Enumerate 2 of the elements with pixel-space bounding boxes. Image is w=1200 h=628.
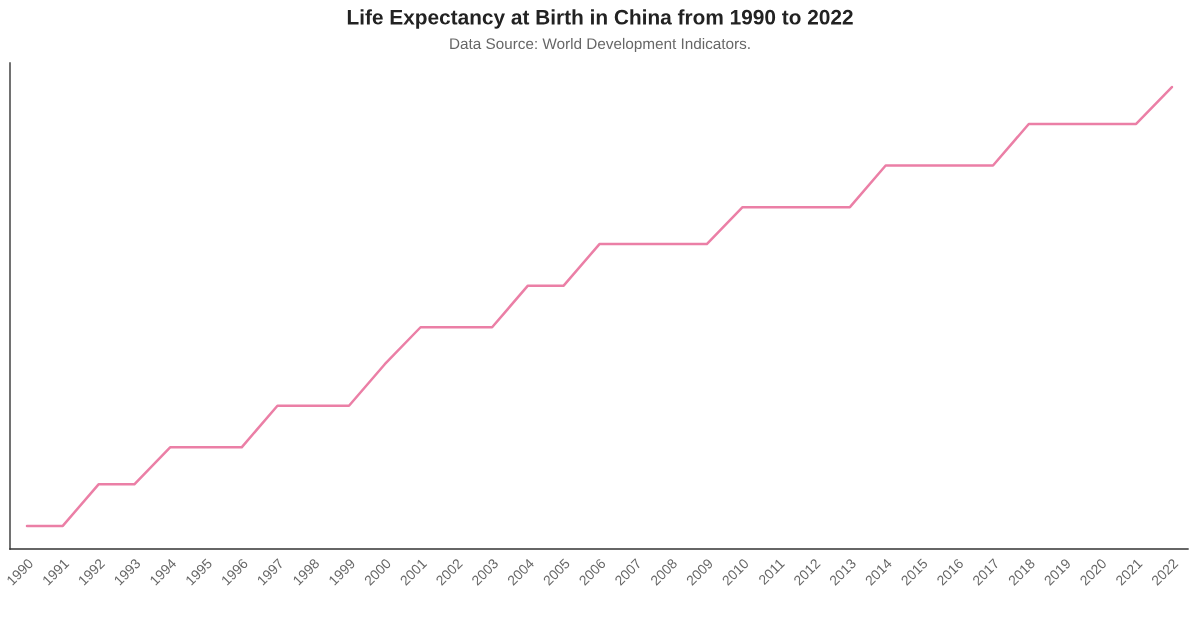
chart-subtitle: Data Source: World Development Indicators. [450, 37, 750, 53]
chart-title: Life Expectancy at Birth in China from 1990 to 2022 [347, 9, 853, 29]
